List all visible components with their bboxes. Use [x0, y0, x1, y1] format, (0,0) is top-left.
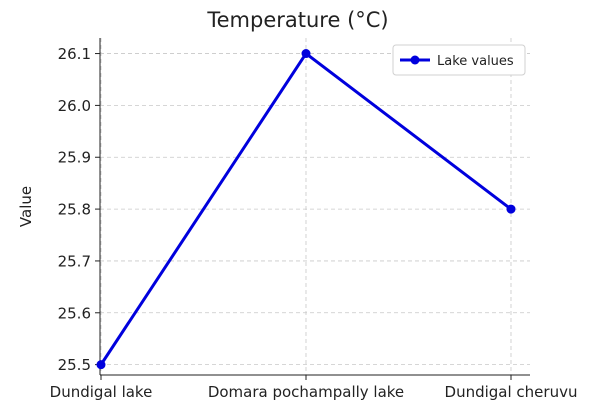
- x-tick-label: Domara pochampally lake: [208, 383, 404, 401]
- legend: Lake values: [392, 44, 526, 76]
- x-tick-label: Dundigal cheruvu: [445, 383, 578, 401]
- y-tick-label: 25.8: [58, 201, 91, 219]
- chart-title: Temperature (°C): [206, 8, 388, 32]
- series-layer: [96, 49, 516, 370]
- y-tick-label: 25.6: [58, 304, 91, 322]
- y-tick-label: 26.1: [58, 45, 91, 63]
- data-point: [301, 49, 311, 59]
- axes: 25.5 25.6 25.7 25.8 25.9 26.0 26.1 Dundigal lak…: [50, 38, 578, 401]
- legend-marker: [410, 55, 420, 65]
- y-axis-label: Value: [17, 186, 35, 227]
- x-tick-label: Dundigal lake: [50, 383, 153, 401]
- data-point: [506, 204, 516, 214]
- legend-label: Lake values: [437, 54, 514, 69]
- y-tick-label: 25.7: [58, 252, 91, 270]
- data-point: [96, 360, 106, 370]
- y-tick-label: 25.5: [58, 356, 91, 374]
- y-tick-label: 25.9: [58, 149, 91, 167]
- gridlines: [100, 38, 530, 375]
- y-tick-label: 26.0: [58, 97, 91, 115]
- legend-box: [392, 44, 526, 76]
